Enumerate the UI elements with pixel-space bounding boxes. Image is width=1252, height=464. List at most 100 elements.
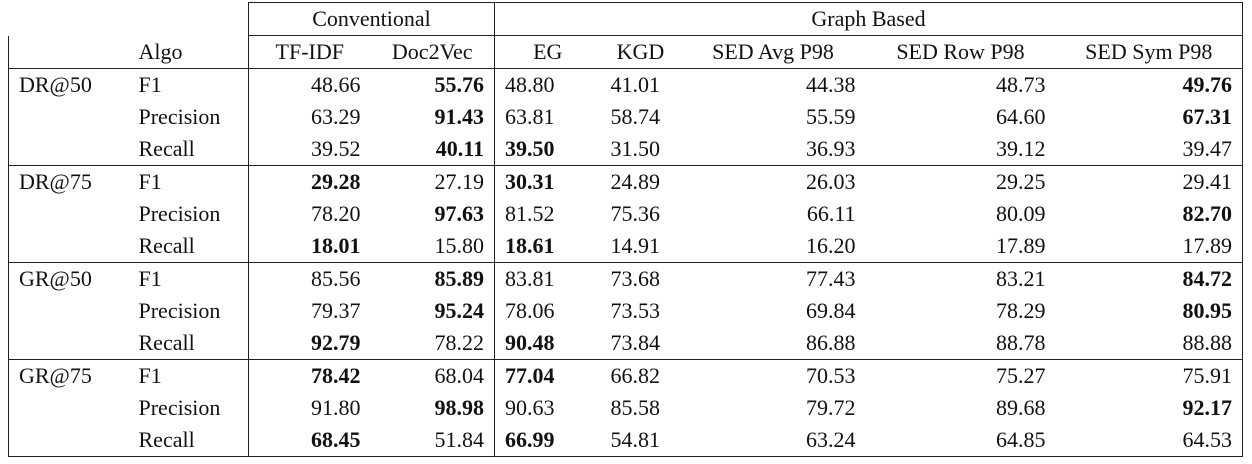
section-label: DR@50 — [8, 68, 129, 101]
value-cell: 15.80 — [370, 230, 495, 263]
value-cell: 63.24 — [680, 424, 866, 457]
value-cell: 73.53 — [610, 298, 661, 323]
column-header: Algo — [128, 35, 249, 69]
value-cell: 83.81 — [494, 262, 601, 295]
value-cell: 75.91 — [1055, 359, 1243, 392]
metric-label: F1 — [138, 169, 162, 194]
metric-label: F1 — [138, 72, 162, 97]
value-cell: 51.84 — [370, 424, 495, 457]
column-header: SED Sym P98 — [1055, 35, 1243, 69]
empty-cell — [9, 3, 129, 36]
value-cell: 88.88 — [1055, 327, 1243, 360]
empty-cell — [8, 295, 129, 327]
value-cell: 85.89 — [434, 266, 485, 291]
value-cell: 58.74 — [610, 104, 661, 129]
empty-cell — [129, 3, 249, 36]
value-cell: 85.58 — [610, 395, 661, 420]
value-cell: 29.25 — [996, 169, 1046, 194]
data-row: Recall 39.52 40.11 39.50 31.50 36.93 39.12 39.4… — [8, 133, 1243, 166]
data-row: Recall 92.79 78.22 90.48 73.84 86.88 88.78 88.8… — [8, 327, 1243, 360]
value-cell: 75.27 — [996, 363, 1046, 388]
data-row: DR@75 F1 29.28 27.19 30.31 24.89 26.03 29.25 29.… — [8, 165, 1243, 198]
value-cell: 84.72 — [1055, 262, 1243, 295]
value-cell: 39.47 — [1055, 133, 1243, 166]
empty-cell — [8, 392, 129, 424]
value-cell: 66.82 — [610, 363, 661, 388]
value-cell: 17.89 — [1055, 230, 1243, 263]
value-cell: 81.52 — [494, 198, 601, 230]
data-row: Precision 79.37 95.24 78.06 73.53 69.84 78.29 8… — [8, 295, 1243, 327]
data-row: Precision 63.29 91.43 63.81 58.74 55.59 64.60 6… — [8, 101, 1243, 133]
value-cell: 67.31 — [1055, 101, 1243, 133]
group-header: Conventional — [248, 2, 495, 36]
metric-label: Recall — [128, 133, 249, 166]
metric-label: Recall — [128, 230, 249, 263]
value-cell: 66.11 — [806, 201, 856, 226]
value-cell: 27.19 — [434, 169, 485, 194]
group-header-row: Conventional Graph Based — [9, 2, 1243, 36]
value-cell: 88.78 — [865, 327, 1056, 360]
data-row: GR@50 F1 85.56 85.89 83.81 73.68 77.43 83.21 84.… — [8, 262, 1243, 295]
value-cell: 55.59 — [806, 104, 856, 129]
section-label: GR@50 — [8, 262, 129, 295]
value-cell: 85.56 — [248, 262, 371, 295]
column-header: KGD — [600, 35, 681, 69]
value-cell: 92.17 — [1055, 392, 1243, 424]
value-cell: 89.68 — [996, 395, 1046, 420]
value-cell: 64.60 — [996, 104, 1046, 129]
section-label: GR@75 — [8, 359, 129, 392]
value-cell: 68.04 — [434, 363, 485, 388]
value-cell: 92.79 — [248, 327, 371, 360]
group-header: Graph Based — [494, 2, 1243, 36]
value-cell: 49.76 — [1055, 68, 1243, 101]
empty-cell — [8, 35, 129, 69]
value-cell: 18.61 — [494, 230, 601, 263]
value-cell: 82.70 — [1055, 198, 1243, 230]
results-table: Conventional Graph Based Algo TF-IDF Doc2Vec… — [8, 2, 1243, 457]
value-cell: 69.84 — [806, 298, 856, 323]
value-cell: 75.36 — [610, 201, 661, 226]
column-header: SED Avg P98 — [680, 35, 866, 69]
empty-cell — [8, 424, 129, 457]
value-cell: 26.03 — [806, 169, 856, 194]
data-row: DR@50 F1 48.66 55.76 48.80 41.01 44.38 48.73 49.… — [8, 68, 1243, 101]
value-cell: 18.01 — [248, 230, 371, 263]
value-cell: 48.80 — [494, 68, 601, 101]
metric-label: Precision — [138, 395, 221, 420]
column-header: TF-IDF — [248, 35, 371, 69]
value-cell: 39.52 — [248, 133, 371, 166]
value-cell: 39.12 — [865, 133, 1056, 166]
value-cell: 78.22 — [370, 327, 495, 360]
value-cell: 29.28 — [248, 165, 371, 198]
empty-cell — [8, 230, 129, 263]
value-cell: 48.66 — [248, 68, 371, 101]
value-cell: 14.91 — [600, 230, 681, 263]
value-cell: 98.98 — [434, 395, 485, 420]
value-cell: 78.06 — [494, 295, 601, 327]
value-cell: 48.73 — [996, 72, 1046, 97]
metric-label: F1 — [138, 363, 162, 388]
data-row: Precision 78.20 97.63 81.52 75.36 66.11 80.09 8… — [8, 198, 1243, 230]
empty-cell — [8, 133, 129, 166]
data-row: Precision 91.80 98.98 90.63 85.58 79.72 89.68 9… — [8, 392, 1243, 424]
value-cell: 90.48 — [494, 327, 601, 360]
value-cell: 83.21 — [996, 266, 1046, 291]
value-cell: 64.53 — [1055, 424, 1243, 457]
value-cell: 31.50 — [600, 133, 681, 166]
value-cell: 73.68 — [610, 266, 661, 291]
value-cell: 79.37 — [248, 295, 371, 327]
value-cell: 30.31 — [494, 165, 601, 198]
value-cell: 68.45 — [248, 424, 371, 457]
value-cell: 97.63 — [434, 201, 485, 226]
column-header-row: Algo TF-IDF Doc2Vec EG KGD SED Avg P98 SED Row… — [8, 35, 1243, 69]
value-cell: 79.72 — [806, 395, 856, 420]
value-cell: 78.42 — [248, 359, 371, 392]
value-cell: 64.85 — [865, 424, 1056, 457]
value-cell: 63.29 — [248, 101, 371, 133]
column-header: EG — [494, 35, 601, 69]
value-cell: 90.63 — [494, 392, 601, 424]
value-cell: 39.50 — [494, 133, 601, 166]
empty-cell — [8, 198, 129, 230]
value-cell: 29.41 — [1055, 165, 1243, 198]
value-cell: 91.43 — [434, 104, 485, 129]
